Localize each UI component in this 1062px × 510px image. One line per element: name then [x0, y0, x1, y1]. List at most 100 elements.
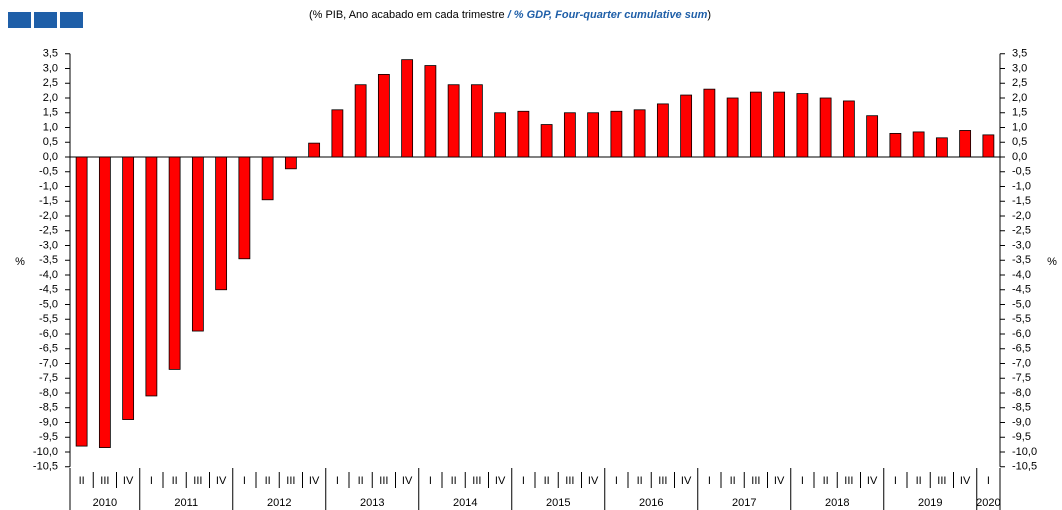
x-tick-label: I: [615, 475, 618, 487]
x-tick-label: I: [243, 475, 246, 487]
x-tick-label: III: [844, 475, 853, 487]
y-tick-label: -3,0: [39, 239, 58, 251]
bar: [959, 130, 972, 158]
y-tick-label: -4,5: [39, 284, 58, 296]
bar: [912, 131, 925, 158]
logo-square: [60, 12, 83, 28]
y-tick-label: 3,5: [43, 48, 58, 60]
y2-tick-label: -1,0: [1012, 180, 1031, 192]
bar: [656, 103, 669, 158]
year-label: 2010: [93, 497, 117, 509]
bar: [703, 88, 716, 158]
y2-tick-label: -6,0: [1012, 328, 1031, 340]
x-tick-label: I: [336, 475, 339, 487]
bar: [982, 134, 995, 158]
x-tick-label: II: [172, 475, 178, 487]
y2-tick-label: -2,5: [1012, 225, 1031, 237]
y2-tick-label: -9,0: [1012, 416, 1031, 428]
year-label: 2015: [546, 497, 570, 509]
x-tick-label: IV: [123, 475, 134, 487]
bar: [215, 156, 228, 291]
x-tick-label: II: [79, 475, 85, 487]
x-tick-label: IV: [960, 475, 971, 487]
x-tick-label: IV: [867, 475, 878, 487]
y2-tick-label: 0,0: [1012, 151, 1027, 163]
y-tick-label: -1,5: [39, 195, 58, 207]
y2-tick-label: -2,0: [1012, 210, 1031, 222]
y-tick-label: 2,0: [43, 92, 58, 104]
bar: [377, 74, 390, 158]
x-tick-label: III: [100, 475, 109, 487]
title-en: / % GDP, Four-quarter cumulative sum: [507, 9, 708, 21]
chart-title: (% PIB, Ano acabado em cada trimestre / …: [309, 9, 711, 21]
bar: [354, 84, 367, 158]
y-tick-label: -10,0: [33, 446, 58, 458]
x-tick-label: IV: [309, 475, 320, 487]
y-tick-label: -1,0: [39, 180, 58, 192]
y-tick-label: -0,5: [39, 166, 58, 178]
bar: [447, 84, 460, 158]
x-tick-label: I: [429, 475, 432, 487]
y2-tick-label: 2,0: [1012, 92, 1027, 104]
bar: [261, 156, 274, 201]
y2-tick-label: -8,0: [1012, 387, 1031, 399]
y-tick-label: -5,5: [39, 313, 58, 325]
x-tick-label: I: [522, 475, 525, 487]
year-label: 2013: [360, 497, 384, 509]
year-label: 2012: [267, 497, 291, 509]
bar: [563, 112, 576, 158]
y2-tick-label: 3,0: [1012, 62, 1027, 74]
x-tick-label: III: [937, 475, 946, 487]
y2-tick-label: -10,5: [1012, 461, 1037, 473]
y-tick-label: -5,0: [39, 298, 58, 310]
y2-tick-label: -6,5: [1012, 343, 1031, 355]
bar: [168, 156, 181, 370]
x-tick-label: I: [150, 475, 153, 487]
bar: [145, 156, 158, 397]
y-tick-label: -2,5: [39, 225, 58, 237]
y-tick-label: -6,0: [39, 328, 58, 340]
x-tick-label: II: [358, 475, 364, 487]
x-tick-label: I: [987, 475, 990, 487]
x-tick-label: IV: [681, 475, 692, 487]
bar: [75, 156, 88, 447]
bar: [98, 156, 111, 448]
y2-tick-label: -8,5: [1012, 402, 1031, 414]
x-tick-label: II: [823, 475, 829, 487]
x-tick-label: I: [801, 475, 804, 487]
logo-square: [8, 12, 31, 28]
x-tick-label: IV: [216, 475, 227, 487]
bar: [889, 132, 902, 158]
bar: [470, 84, 483, 158]
x-tick-label: III: [472, 475, 481, 487]
bar: [773, 91, 786, 158]
y2-tick-label: -4,5: [1012, 284, 1031, 296]
bar: [842, 100, 855, 158]
y2-axis-label: %: [1047, 256, 1057, 268]
x-tick-label: II: [451, 475, 457, 487]
year-label: 2020: [976, 497, 1000, 509]
x-tick-label: II: [544, 475, 550, 487]
x-tick-label: II: [730, 475, 736, 487]
x-tick-label: IV: [588, 475, 599, 487]
y2-tick-label: 1,0: [1012, 121, 1027, 133]
y2-tick-label: -3,0: [1012, 239, 1031, 251]
x-tick-label: II: [637, 475, 643, 487]
y2-tick-label: -10,0: [1012, 446, 1037, 458]
bar: [726, 97, 739, 158]
y2-tick-label: 3,5: [1012, 48, 1027, 60]
y-tick-label: -10,5: [33, 461, 58, 473]
y-tick-label: -2,0: [39, 210, 58, 222]
x-tick-label: III: [286, 475, 295, 487]
x-tick-label: III: [751, 475, 760, 487]
y2-tick-label: -9,5: [1012, 431, 1031, 443]
x-tick-label: IV: [402, 475, 413, 487]
y-tick-label: 0,0: [43, 151, 58, 163]
logo-square: [34, 12, 57, 28]
x-tick-label: II: [265, 475, 271, 487]
bar: [401, 59, 414, 158]
x-tick-label: III: [379, 475, 388, 487]
title-pt: (% PIB, Ano acabado em cada trimestre: [309, 9, 508, 21]
bar: [122, 156, 135, 420]
year-label: 2011: [174, 497, 198, 509]
